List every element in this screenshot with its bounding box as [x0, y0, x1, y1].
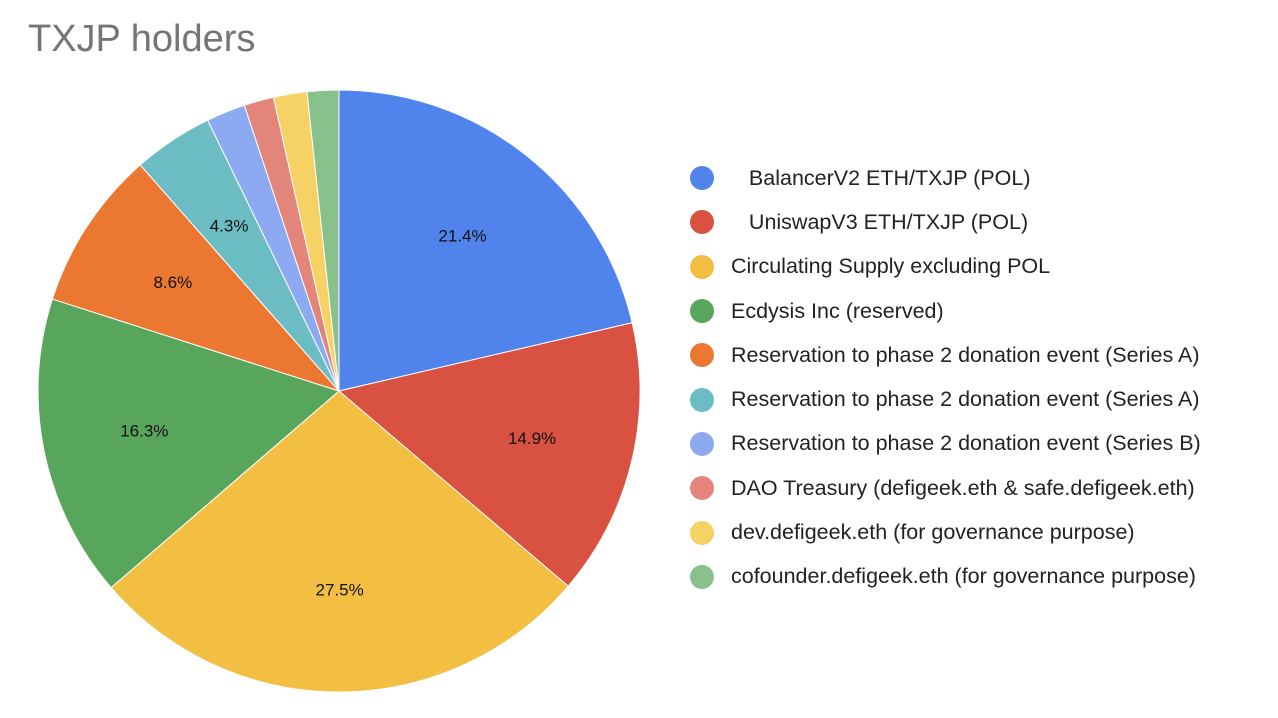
pie-slice-9[interactable]: [306, 89, 340, 392]
legend-swatch: [690, 520, 714, 545]
legend-item-5[interactable]: Reservation to phase 2 donation event (S…: [690, 377, 1201, 421]
legend-item-1[interactable]: UniswapV3 ETH/TXJP (POL): [690, 200, 1201, 244]
legend-swatch: [690, 166, 714, 191]
legend-swatch: [690, 476, 714, 501]
legend-label: Reservation to phase 2 donation event (S…: [731, 387, 1200, 412]
legend-swatch: [690, 431, 714, 456]
legend-label: UniswapV3 ETH/TXJP (POL): [731, 209, 1029, 234]
pie-slice-2[interactable]: [110, 390, 569, 693]
chart-title: TXJP holders: [28, 18, 256, 60]
pie-slice-0[interactable]: [338, 89, 633, 392]
legend-label: dev.defigeek.eth (for governance purpose…: [731, 520, 1135, 545]
legend-item-7[interactable]: DAO Treasury (defigeek.eth & safe.defige…: [690, 466, 1201, 510]
legend-swatch: [690, 564, 714, 589]
legend-swatch: [690, 210, 714, 235]
legend-item-0[interactable]: BalancerV2 ETH/TXJP (POL): [690, 156, 1201, 200]
slice-label-4: 8.6%: [153, 273, 192, 292]
pie-slice-4[interactable]: [51, 164, 341, 393]
legend-item-8[interactable]: dev.defigeek.eth (for governance purpose…: [690, 510, 1201, 554]
legend-label: BalancerV2 ETH/TXJP (POL): [731, 165, 1031, 190]
legend-item-6[interactable]: Reservation to phase 2 donation event (S…: [690, 422, 1201, 466]
legend-swatch: [690, 343, 714, 368]
legend-item-4[interactable]: Reservation to phase 2 donation event (S…: [690, 333, 1201, 377]
legend-item-3[interactable]: Ecdysis Inc (reserved): [690, 289, 1201, 333]
pie-slice-1[interactable]: [337, 322, 641, 587]
legend-label: cofounder.defigeek.eth (for governance p…: [731, 564, 1196, 589]
legend-item-9[interactable]: cofounder.defigeek.eth (for governance p…: [690, 555, 1201, 599]
chart-legend: BalancerV2 ETH/TXJP (POL) UniswapV3 ETH/…: [690, 156, 1201, 599]
legend-swatch: [690, 299, 714, 324]
legend-label: Circulating Supply excluding POL: [731, 254, 1051, 279]
pie-slice-3[interactable]: [37, 298, 341, 589]
slice-label-1: 14.9%: [508, 429, 556, 448]
legend-label: Reservation to phase 2 donation event (S…: [731, 342, 1200, 367]
legend-label: Ecdysis Inc (reserved): [731, 298, 944, 323]
legend-label: Reservation to phase 2 donation event (S…: [731, 431, 1201, 456]
slice-label-0: 21.4%: [438, 226, 486, 245]
legend-item-2[interactable]: Circulating Supply excluding POL: [690, 245, 1201, 289]
slice-label-5: 4.3%: [210, 217, 249, 236]
legend-label: DAO Treasury (defigeek.eth & safe.defige…: [731, 475, 1195, 500]
pie-chart: 21.4% 14.9% 27.5% 16.3% 8.6% 4.3%: [37, 89, 641, 693]
slice-label-2: 27.5%: [316, 581, 364, 600]
slice-label-3: 16.3%: [120, 422, 168, 441]
legend-swatch: [690, 254, 714, 279]
legend-swatch: [690, 387, 714, 412]
